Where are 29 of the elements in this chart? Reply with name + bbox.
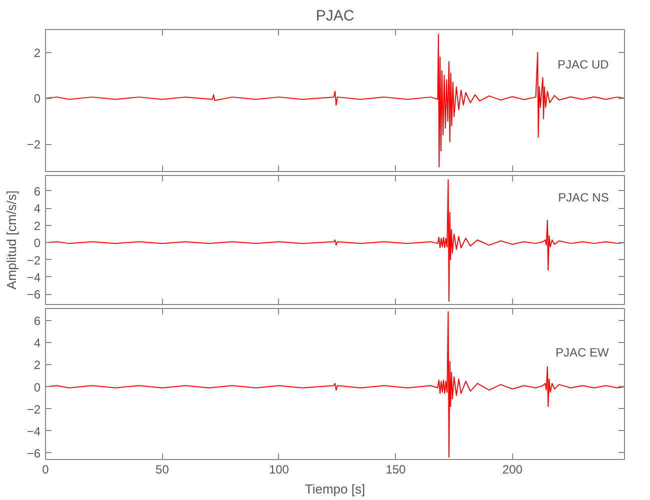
y-tick-label: 2 bbox=[34, 358, 41, 372]
y-tick-label: 0 bbox=[34, 236, 41, 250]
y-axis-title: Amplitud [cm/s/s] bbox=[4, 190, 19, 290]
y-tick-label: −2 bbox=[26, 138, 41, 152]
annotation: PJAC NS bbox=[558, 190, 609, 204]
y-tick-label: 0 bbox=[34, 92, 41, 106]
x-tick-label: 50 bbox=[156, 462, 170, 476]
x-tick-label: 0 bbox=[42, 462, 50, 476]
x-tick-label: 100 bbox=[268, 462, 290, 476]
x-tick-label: 150 bbox=[386, 462, 406, 476]
x-axis-title: Tiempo [s] bbox=[304, 482, 366, 496]
y-tick-label: −2 bbox=[26, 253, 41, 268]
x-tick-label: 200 bbox=[502, 462, 523, 476]
y-tick-label: 4 bbox=[34, 336, 41, 350]
y-tick-label: −4 bbox=[26, 270, 41, 284]
annotation: PJAC UD bbox=[557, 58, 610, 72]
y-tick-label: 2 bbox=[34, 218, 41, 233]
chart-title: PJAC bbox=[316, 8, 354, 24]
y-tick-label: −6 bbox=[26, 446, 41, 460]
line-series bbox=[46, 34, 624, 168]
y-tick-label: 4 bbox=[34, 202, 41, 216]
y-tick-label: −4 bbox=[26, 424, 41, 438]
y-tick-label: −6 bbox=[26, 288, 41, 302]
annotation: PJAC EW bbox=[555, 346, 610, 360]
y-tick-label: 6 bbox=[34, 184, 41, 198]
y-tick-label: −2 bbox=[26, 402, 41, 416]
y-tick-label: 6 bbox=[34, 314, 41, 328]
y-tick-label: 0 bbox=[34, 380, 41, 394]
y-tick-label: 2 bbox=[34, 46, 41, 60]
